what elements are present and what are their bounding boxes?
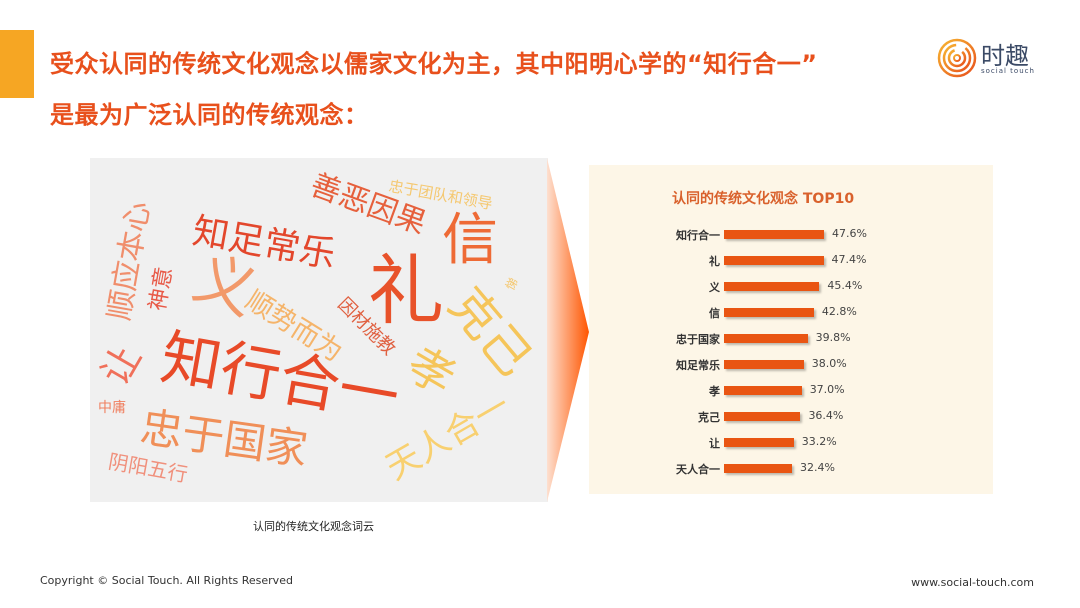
- chart-title: 认同的传统文化观念 TOP10: [672, 191, 855, 207]
- bar-category-label: 义: [709, 281, 720, 294]
- bar-value-label: 37.0%: [809, 383, 845, 396]
- bar: [724, 282, 820, 291]
- bar-value-label: 33.2%: [801, 435, 837, 448]
- bar-value-label: 32.4%: [800, 461, 835, 474]
- bar-row: 忠于国家 39.8%: [620, 331, 920, 346]
- logo-rings-icon: [937, 38, 977, 78]
- cloud-word: 信: [442, 208, 498, 273]
- page-title-line1: 受众认同的传统文化观念以儒家文化为主，其中阳明心学的“知行合一”: [50, 50, 818, 78]
- logo: 时趣 social touch: [937, 38, 1047, 80]
- bar-category-label: 礼: [709, 255, 720, 268]
- bar: [724, 412, 801, 421]
- bar-category-label: 信: [709, 307, 720, 320]
- bar-value-label: 42.8%: [821, 305, 857, 318]
- bar-row: 知足常乐 38.0%: [620, 357, 920, 372]
- bar-value-label: 38.0%: [811, 357, 847, 370]
- bar-row: 天人合一 32.4%: [620, 461, 920, 476]
- cloud-word: 天人合一: [379, 385, 517, 489]
- bar: [724, 438, 794, 447]
- bar: [724, 308, 814, 317]
- bar-value-label: 39.8%: [815, 331, 851, 344]
- bar-category-label: 克己: [698, 411, 720, 424]
- cloud-word: 神意: [145, 265, 178, 313]
- bar-row: 让 33.2%: [620, 435, 920, 450]
- bar-category-label: 知行合一: [676, 229, 720, 242]
- bar-value-label: 36.4%: [808, 409, 844, 422]
- cloud-word: 让: [92, 337, 150, 393]
- bar-value-label: 47.4%: [831, 253, 867, 266]
- bar-row: 克己 36.4%: [620, 409, 920, 424]
- bar-value-label: 47.6%: [831, 227, 867, 240]
- cloud-word: 孝: [397, 336, 465, 406]
- bar: [724, 464, 793, 473]
- bar-row: 礼 47.4%: [620, 253, 920, 268]
- copyright: Copyright © Social Touch. All Rights Res…: [40, 574, 293, 587]
- arrow-right-icon: [547, 158, 589, 502]
- bar-row: 孝 37.0%: [620, 383, 920, 398]
- bar: [724, 360, 804, 369]
- page-title-line2: 是最为广泛认同的传统观念：: [50, 101, 369, 129]
- bar-category-label: 天人合一: [676, 463, 720, 476]
- accent-bar: [0, 30, 34, 98]
- bar: [724, 334, 808, 343]
- cloud-word: 礼: [368, 246, 444, 335]
- cloud-word: 悌: [502, 275, 522, 293]
- logo-subtitle: social touch: [981, 67, 1035, 75]
- cloud-word: 中庸: [98, 400, 126, 416]
- bar: [724, 230, 824, 239]
- bar: [724, 386, 802, 395]
- bar: [724, 256, 824, 265]
- bar-category-label: 知足常乐: [676, 359, 720, 372]
- bar-category-label: 让: [709, 437, 720, 450]
- word-cloud-caption: 认同的传统文化观念词云: [253, 520, 374, 533]
- bar-row: 知行合一 47.6%: [620, 227, 920, 242]
- bar-category-label: 孝: [709, 385, 720, 398]
- logo-name: 时趣: [981, 42, 1029, 70]
- website-link[interactable]: www.social-touch.com: [911, 576, 1034, 589]
- bar-row: 义 45.4%: [620, 279, 920, 294]
- bar-category-label: 忠于国家: [676, 333, 720, 346]
- word-cloud: 知行合一 忠于国家 知足常乐 善恶因果 信 礼 克己 孝 天人合一 义 顺势而为…: [90, 158, 548, 502]
- bar-value-label: 45.4%: [827, 279, 863, 292]
- bar-row: 信 42.8%: [620, 305, 920, 320]
